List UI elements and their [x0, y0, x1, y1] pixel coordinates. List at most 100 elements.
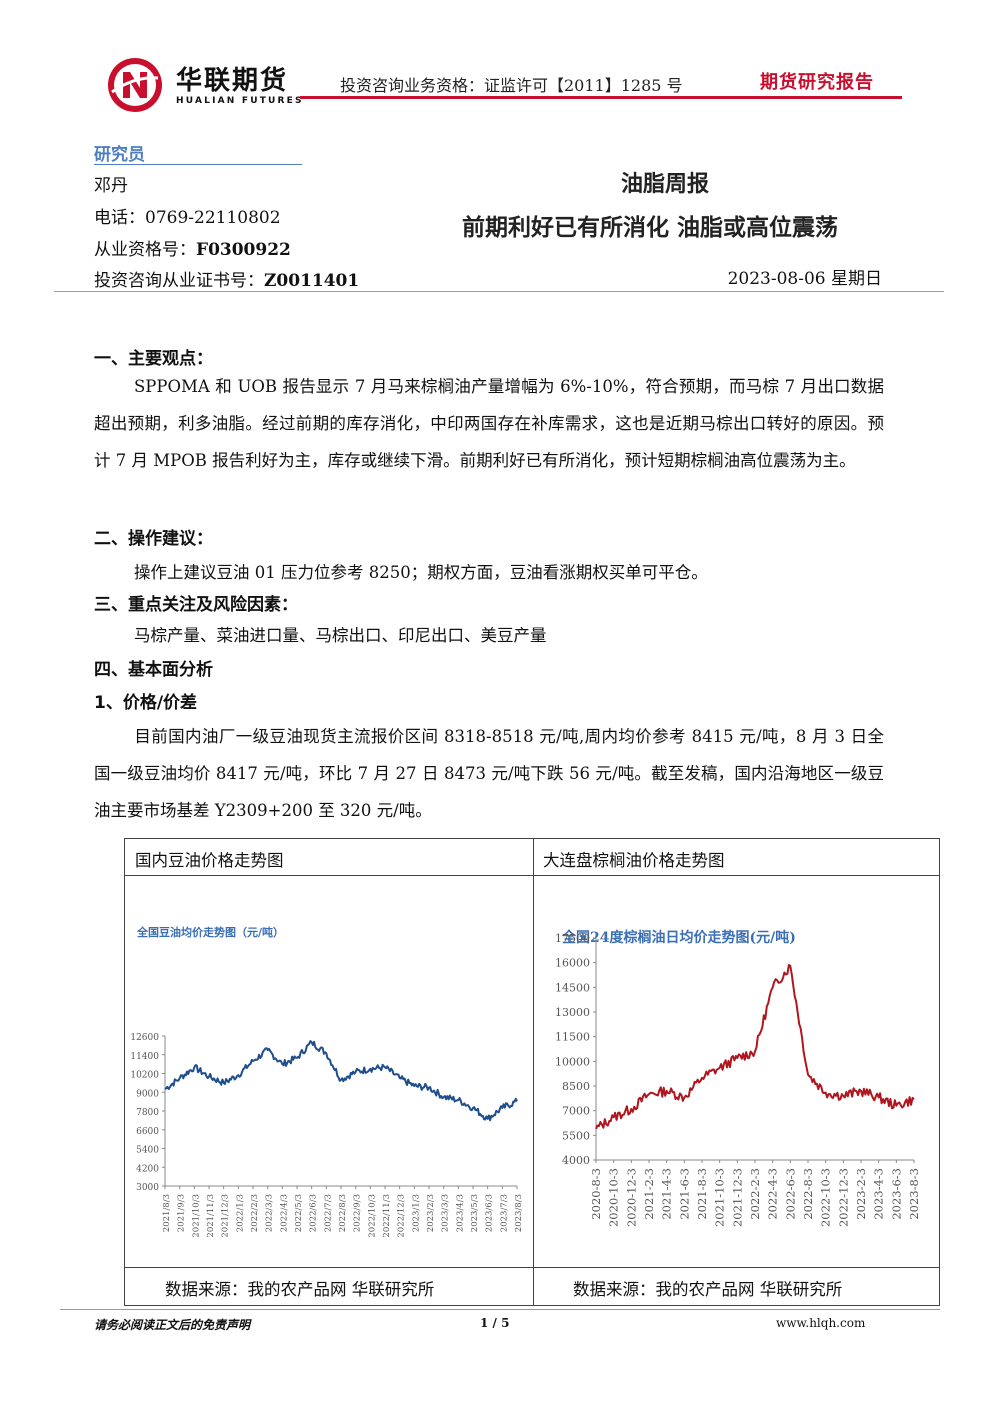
disclaimer-note: 请务必阅读正文后的免责声明	[94, 1318, 251, 1332]
x-tick-label: 2021-10-3	[713, 1168, 727, 1227]
y-tick-label: 7000	[562, 1105, 590, 1118]
table-header-divider	[125, 875, 939, 876]
x-tick-label: 2022/8/3	[338, 1194, 348, 1232]
x-tick-label: 2023/3/3	[441, 1194, 451, 1232]
table-vertical-divider	[533, 839, 534, 1305]
section-3-title: 三、重点关注及风险因素：	[94, 595, 298, 615]
x-tick-label: 2021-8-3	[695, 1168, 709, 1220]
x-tick-label: 2023/7/3	[499, 1194, 509, 1232]
report-date: 2023-08-06 星期日	[727, 269, 882, 289]
y-tick-label: 14500	[555, 981, 590, 994]
x-tick-label: 2023/5/3	[470, 1194, 480, 1232]
advisory-label: 投资咨询从业证书号：	[94, 271, 264, 291]
report-subtitle: 前期利好已有所消化 油脂或高位震荡	[461, 215, 838, 241]
x-tick-label: 2021/9/3	[177, 1194, 187, 1232]
y-tick-label: 4200	[136, 1164, 159, 1174]
page-number: 1 / 5	[480, 1316, 510, 1330]
x-tick-label: 2023/2/3	[426, 1194, 436, 1232]
x-tick-label: 2022/7/3	[323, 1194, 333, 1232]
researcher-license: 从业资格号：F0300922	[94, 235, 291, 260]
y-tick-label: 6600	[136, 1127, 159, 1137]
x-tick-label: 2021/8/3	[162, 1194, 172, 1232]
price-series-line	[595, 964, 915, 1130]
left-chart-source: 数据来源：我的农产品网 华联研究所	[165, 1280, 435, 1299]
x-tick-label: 2022/9/3	[353, 1194, 363, 1232]
header-divider	[300, 96, 902, 99]
y-tick-label: 13000	[555, 1006, 590, 1019]
chart-table: 国内豆油价格走势图 大连盘棕榈油价格走势图 数据来源：我的农产品网 华联研究所 …	[124, 838, 940, 1306]
x-tick-label: 2023/6/3	[485, 1194, 495, 1232]
hualian-logo-icon	[108, 58, 162, 112]
x-tick-label: 2022-4-3	[766, 1168, 780, 1220]
advisory-number: Z0011401	[264, 271, 360, 291]
x-tick-label: 2021/12/3	[221, 1194, 231, 1238]
y-tick-label: 12600	[130, 1033, 159, 1043]
x-tick-label: 2022/2/3	[250, 1194, 260, 1232]
section-2-title: 二、操作建议：	[94, 529, 213, 549]
x-tick-label: 2021/10/3	[191, 1194, 201, 1238]
x-tick-label: 2020-12-3	[624, 1168, 638, 1227]
y-tick-label: 10000	[555, 1055, 590, 1068]
section-2-text: 操作上建议豆油 01 压力位参考 8250；期权方面，豆油看涨期权买单可平仓。	[134, 563, 708, 582]
chart-title: 全国豆油均价走势图（元/吨）	[136, 925, 284, 939]
section-4-body: 目前国内油厂一级豆油现货主流报价区间 8318-8518 元/吨,周内均价参考 …	[94, 727, 884, 820]
qualification-text: 投资咨询业务资格：证监许可【2011】1285 号	[340, 76, 683, 95]
researcher-label: 研究员	[94, 145, 145, 165]
y-tick-label: 10200	[130, 1071, 159, 1081]
section-4-title: 四、基本面分析	[94, 660, 213, 680]
x-tick-label: 2021-2-3	[642, 1168, 656, 1220]
footer-divider	[60, 1309, 940, 1310]
license-number: F0300922	[196, 240, 291, 260]
report-title: 油脂周报	[620, 172, 709, 197]
x-tick-label: 2023-6-3	[889, 1168, 903, 1220]
website-link[interactable]: www.hlqh.com	[776, 1316, 866, 1330]
x-tick-label: 2021/11/3	[206, 1194, 216, 1238]
y-tick-label: 11500	[555, 1031, 590, 1044]
x-tick-label: 2022/1/3	[235, 1194, 245, 1232]
y-tick-label: 17500	[555, 932, 590, 945]
soybean-oil-price-chart: 全国豆油均价走势图（元/吨） 12600 11400 10200 9000 7800 660…	[130, 925, 524, 1238]
x-tick-label: 2022/6/3	[309, 1194, 319, 1232]
section-4-text: 目前国内油厂一级豆油现货主流报价区间 8318-8518 元/吨,周内均价参考 …	[94, 718, 884, 829]
x-tick-label: 2023-4-3	[872, 1168, 886, 1220]
right-chart-cell-title: 大连盘棕榈油价格走势图	[543, 851, 725, 870]
y-tick-label: 5500	[562, 1129, 590, 1142]
x-tick-label: 2023-8-3	[907, 1168, 921, 1220]
price-series-line	[164, 1040, 518, 1122]
x-tick-label: 2020-10-3	[607, 1168, 621, 1227]
x-tick-label: 2022/4/3	[279, 1194, 289, 1232]
section-4-subtitle: 1、价格/价差	[94, 693, 198, 713]
x-tick-label: 2023/8/3	[514, 1194, 524, 1232]
x-tick-label: 2022/5/3	[294, 1194, 304, 1232]
y-tick-label: 5400	[136, 1146, 159, 1156]
y-tick-label: 7800	[136, 1108, 159, 1118]
y-tick-label: 9000	[136, 1089, 159, 1099]
researcher-phone: 电话：0769-22110802	[94, 208, 281, 228]
researcher-advisory: 投资咨询从业证书号：Z0011401	[94, 266, 359, 291]
chart-title: 全国24度棕榈油日均价走势图(元/吨)	[561, 929, 796, 946]
x-tick-label: 2021-6-3	[677, 1168, 691, 1220]
x-tick-label: 2023/4/3	[455, 1194, 465, 1232]
y-tick-label: 4000	[562, 1154, 590, 1167]
x-tick-label: 2022/11/3	[382, 1194, 392, 1238]
brand-name-cn: 华联期货	[176, 66, 289, 96]
x-tick-label: 2022-10-3	[819, 1168, 833, 1227]
table-footer-divider	[125, 1267, 939, 1268]
y-tick-label: 8500	[562, 1080, 590, 1093]
section-3-text: 马棕产量、菜油进口量、马棕出口、印尼出口、美豆产量	[134, 626, 547, 645]
x-tick-label: 2022-8-3	[801, 1168, 815, 1220]
x-tick-label: 2022/12/3	[397, 1194, 407, 1238]
section-1-text: SPPOMA 和 UOB 报告显示 7 月马来棕榈油产量增幅为 6%-10%，符…	[94, 368, 884, 479]
section-1-body: SPPOMA 和 UOB 报告显示 7 月马来棕榈油产量增幅为 6%-10%，符…	[94, 377, 884, 470]
researcher-underline	[94, 164, 302, 165]
section-1-title: 一、主要观点：	[94, 349, 213, 369]
x-tick-label: 2022-6-3	[783, 1168, 797, 1220]
y-tick-label: 11400	[130, 1052, 159, 1062]
x-tick-label: 2022-12-3	[836, 1168, 850, 1227]
brand-name-en: HUALIAN FUTURES	[176, 96, 304, 106]
license-label: 从业资格号：	[94, 240, 196, 260]
y-tick-label: 3000	[136, 1183, 159, 1193]
x-tick-label: 2023/1/3	[411, 1194, 421, 1232]
x-tick-label: 2022/10/3	[367, 1194, 377, 1238]
x-tick-label: 2022/3/3	[265, 1194, 275, 1232]
